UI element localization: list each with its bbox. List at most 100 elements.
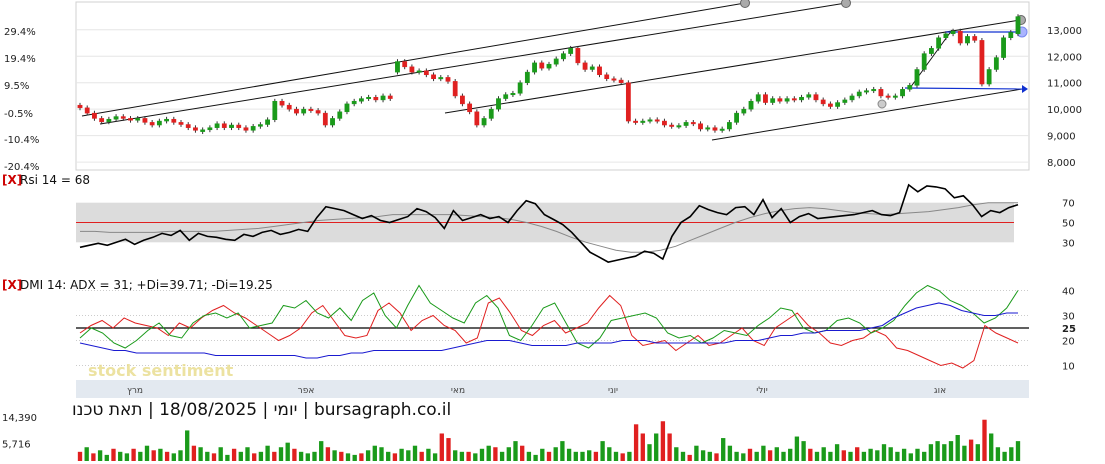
volume-bar xyxy=(245,447,250,461)
volume-bar xyxy=(741,453,746,461)
candle-body xyxy=(979,40,985,85)
candle-body xyxy=(957,30,963,44)
price-tick-label: 12,000 xyxy=(1047,52,1082,63)
candle-body xyxy=(467,103,473,113)
candle-body xyxy=(799,97,804,101)
volume-bar xyxy=(566,448,572,461)
candle-body xyxy=(113,116,119,120)
candle-body xyxy=(92,112,97,119)
candle-body xyxy=(885,95,891,98)
candle-body xyxy=(929,48,934,54)
percent-tick-label: 9.5% xyxy=(4,81,29,92)
volume-bar xyxy=(191,445,197,461)
candle-body xyxy=(185,124,191,128)
candle-body xyxy=(84,107,90,114)
candle-body xyxy=(828,103,833,107)
volume-bar xyxy=(379,447,384,461)
volume-bar xyxy=(493,447,498,461)
candle-body xyxy=(214,123,220,128)
candle-body xyxy=(445,77,451,82)
candle-body xyxy=(77,104,83,109)
candle-body xyxy=(936,37,942,49)
volume-bar xyxy=(211,453,217,461)
candle-body xyxy=(178,122,184,125)
volume-bar xyxy=(298,451,304,461)
dmi-close-marker[interactable]: [X] xyxy=(2,278,22,292)
volume-bar xyxy=(265,445,270,461)
volume-bar xyxy=(386,451,391,461)
candle-body xyxy=(481,118,487,126)
volume-bar xyxy=(218,447,223,461)
volume-bar xyxy=(727,445,733,461)
candle-body xyxy=(986,69,992,85)
volume-bar xyxy=(734,451,739,461)
volume-bar xyxy=(432,453,438,461)
volume-bar xyxy=(794,436,800,461)
volume-bar xyxy=(459,451,465,461)
volume-bar xyxy=(473,453,478,461)
volume-bar xyxy=(774,447,779,461)
volume-bar xyxy=(747,448,753,461)
volume-bar xyxy=(928,444,934,461)
volume-bar xyxy=(446,438,451,461)
candle-body xyxy=(99,118,105,123)
volume-bar xyxy=(660,421,666,461)
volume-bar xyxy=(319,441,324,461)
month-axis-band xyxy=(76,380,1029,398)
volume-bar xyxy=(895,451,900,461)
candle-body xyxy=(849,95,855,101)
candle-body xyxy=(359,98,364,102)
candle-body xyxy=(965,36,970,44)
candle-body xyxy=(265,119,270,125)
trendline xyxy=(711,88,1023,141)
volume-bar xyxy=(392,453,398,461)
volume-bar xyxy=(111,448,116,461)
volume-bar xyxy=(888,447,893,461)
volume-bar xyxy=(848,451,853,461)
volume-bar xyxy=(439,433,444,461)
volume-bar xyxy=(560,441,565,461)
percent-tick-label: -20.4% xyxy=(4,162,39,173)
candle-body xyxy=(763,94,768,103)
candle-body xyxy=(777,98,783,102)
price-gridlines xyxy=(76,29,1029,163)
volume-bar xyxy=(345,453,351,461)
volume-tick-label: 5,716 xyxy=(2,440,31,451)
candle-body xyxy=(409,66,415,73)
volume-bar xyxy=(533,454,538,461)
candle-body xyxy=(106,118,112,123)
candle-body xyxy=(402,61,408,68)
volume-bar xyxy=(419,451,424,461)
candle-body xyxy=(474,111,480,126)
candle-body xyxy=(229,124,234,128)
candle-body xyxy=(366,97,372,100)
volume-bar xyxy=(995,447,1001,461)
target-line xyxy=(904,87,1023,90)
volume-bar xyxy=(593,451,599,461)
candle-body xyxy=(438,77,444,80)
volume-bar xyxy=(332,450,337,461)
volume-bar xyxy=(84,447,89,461)
candle-body xyxy=(524,71,530,83)
volume-bar xyxy=(613,451,619,461)
month-label: יוני xyxy=(608,386,618,396)
volume-bar xyxy=(989,433,994,461)
volume-bar xyxy=(828,451,833,461)
volume-bar xyxy=(801,441,806,461)
trendline xyxy=(99,2,847,125)
month-label: אפר xyxy=(298,386,315,396)
volume-bar xyxy=(506,447,511,461)
candle-body xyxy=(532,62,537,73)
candle-body xyxy=(900,89,905,97)
volume-bar xyxy=(144,445,150,461)
candle-body xyxy=(539,62,545,69)
volume-bar xyxy=(553,447,558,461)
rsi-close-marker[interactable]: [X] xyxy=(2,173,22,187)
candle-body xyxy=(272,100,278,120)
volume-bar xyxy=(365,450,371,461)
candle-body xyxy=(921,53,927,70)
candle-body xyxy=(568,48,574,54)
candle-body xyxy=(589,66,595,70)
candle-body xyxy=(748,100,754,110)
